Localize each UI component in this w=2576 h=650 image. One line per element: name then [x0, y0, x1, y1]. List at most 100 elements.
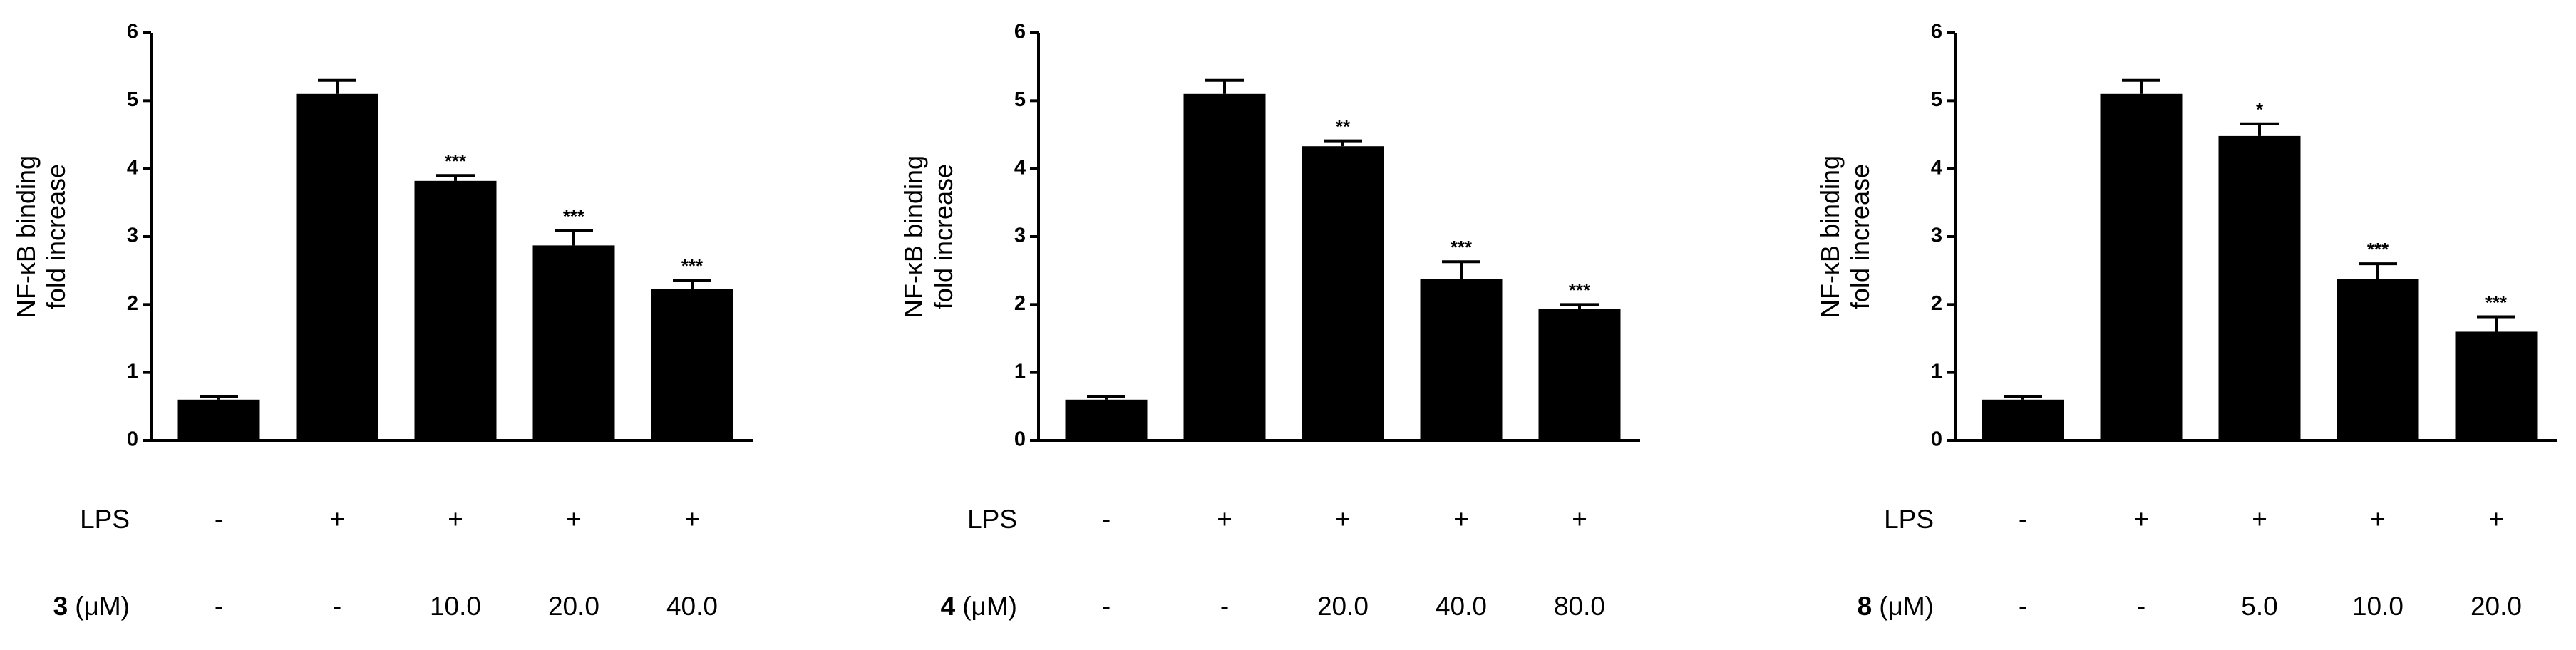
row-label: 3 (μM)	[53, 592, 130, 621]
row-label-unit: (μM)	[1879, 592, 1934, 621]
significance: ***	[2485, 292, 2508, 313]
row-label: LPS	[80, 505, 130, 534]
row-cell: 40.0	[666, 592, 718, 621]
y-tick-label: 4	[127, 156, 138, 179]
row-cell: +	[2133, 505, 2149, 534]
row-label: LPS	[1884, 505, 1934, 534]
row-cell: 20.0	[1317, 592, 1369, 621]
row-cell: -	[215, 592, 223, 621]
y-tick-label: 4	[1014, 156, 1026, 179]
row-cell: -	[333, 592, 341, 621]
y-tick-label: 1	[127, 360, 138, 383]
y-axis-label: NF-κB bindingfold increase	[1815, 155, 1875, 318]
y-axis-label-line: NF-κB binding	[11, 155, 41, 318]
row-cell: -	[2019, 592, 2027, 621]
significance: ***	[2367, 239, 2389, 260]
bar	[1065, 399, 1148, 440]
y-axis-label-line: NF-κB binding	[899, 155, 928, 318]
row-cell: +	[1217, 505, 1232, 534]
y-axis-label-line: fold increase	[929, 164, 958, 309]
bar	[296, 93, 378, 441]
row-label-unit: (μM)	[75, 592, 130, 621]
row-cell: 10.0	[2352, 592, 2404, 621]
bar	[532, 245, 615, 440]
y-tick-label: 3	[1014, 225, 1026, 247]
row-cell: -	[215, 505, 223, 534]
significance: ***	[1569, 279, 1591, 301]
row-label-name: LPS	[967, 505, 1017, 534]
significance: ***	[681, 255, 704, 277]
row-cell: 80.0	[1554, 592, 1605, 621]
y-tick-label: 0	[127, 428, 138, 451]
y-tick-label: 1	[1014, 360, 1026, 383]
y-tick-label: 5	[1014, 88, 1026, 111]
y-tick-label: 0	[1931, 428, 1942, 451]
significance: ***	[445, 150, 467, 172]
row-label: LPS	[967, 505, 1017, 534]
y-tick-label: 2	[1014, 292, 1026, 315]
row-cell: +	[448, 505, 463, 534]
row-label-name: 8	[1858, 592, 1872, 621]
y-tick-label: 2	[127, 292, 138, 315]
row-cell: +	[684, 505, 700, 534]
y-tick-label: 4	[1931, 156, 1942, 179]
row-cell: -	[2019, 505, 2027, 534]
row-cell: +	[1453, 505, 1469, 534]
row-label-name: 4	[941, 592, 956, 621]
bar	[2218, 135, 2301, 440]
y-axis-label-line: NF-κB binding	[1815, 155, 1845, 318]
row-cell: +	[2488, 505, 2504, 534]
y-tick-label: 5	[1931, 88, 1942, 111]
row-label-name: 3	[53, 592, 68, 621]
bar	[2337, 279, 2419, 440]
row-cell: -	[2137, 592, 2145, 621]
bar	[651, 289, 733, 440]
bar	[2100, 93, 2183, 441]
row-cell: +	[329, 505, 345, 534]
row-cell: 20.0	[2471, 592, 2522, 621]
row-cell: -	[1220, 592, 1229, 621]
bar	[1538, 309, 1621, 440]
bar	[1420, 279, 1503, 440]
row-label-unit: (μM)	[962, 592, 1017, 621]
row-label-name: LPS	[1884, 505, 1934, 534]
y-tick-label: 3	[1931, 225, 1942, 247]
row-cell: +	[566, 505, 582, 534]
bar	[2455, 331, 2538, 440]
row-cell: +	[1335, 505, 1351, 534]
bar	[1183, 93, 1266, 441]
y-axis-label: NF-κB bindingfold increase	[899, 155, 958, 318]
row-cell: 40.0	[1436, 592, 1487, 621]
significance: ***	[563, 205, 585, 227]
y-tick-label: 5	[127, 88, 138, 111]
row-label-name: LPS	[80, 505, 130, 534]
significance: **	[1336, 115, 1351, 137]
significance: *	[2256, 99, 2264, 120]
y-tick-label: 3	[127, 225, 138, 247]
row-cell: +	[1572, 505, 1587, 534]
bar	[177, 399, 260, 440]
y-tick-label: 1	[1931, 360, 1942, 383]
row-label: 4 (μM)	[941, 592, 1017, 621]
row-cell: -	[1102, 592, 1111, 621]
y-tick-label: 6	[127, 21, 138, 43]
y-tick-label: 6	[1931, 21, 1942, 43]
y-tick-label: 2	[1931, 292, 1942, 315]
row-cell: +	[2370, 505, 2386, 534]
significance: ***	[1451, 237, 1473, 258]
y-axis-label: NF-κB bindingfold increase	[11, 155, 71, 318]
row-label: 8 (μM)	[1858, 592, 1934, 621]
row-cell: 5.0	[2241, 592, 2277, 621]
row-cell: +	[2252, 505, 2267, 534]
y-axis-label-line: fold increase	[1845, 164, 1875, 309]
row-cell: 20.0	[548, 592, 599, 621]
row-cell: -	[1102, 505, 1111, 534]
y-axis-label-line: fold increase	[41, 164, 71, 309]
row-cell: 10.0	[430, 592, 481, 621]
bar	[1302, 146, 1384, 440]
y-tick-label: 0	[1014, 428, 1026, 451]
bar	[1982, 399, 2064, 440]
y-tick-label: 6	[1014, 21, 1026, 43]
bar	[414, 180, 497, 440]
